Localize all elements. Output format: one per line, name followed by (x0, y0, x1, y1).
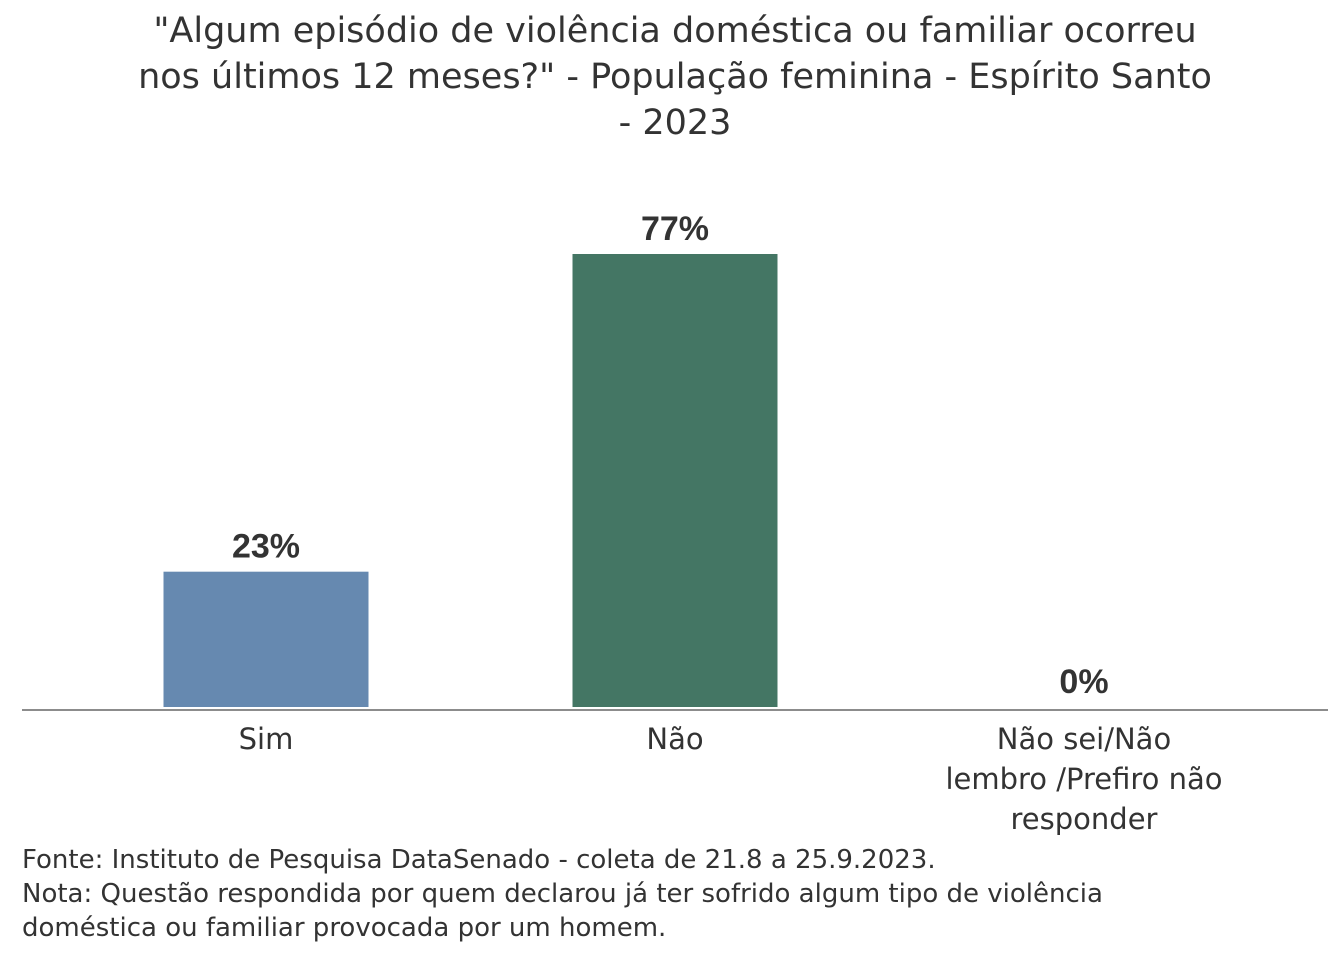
x-tick-label: responder (1011, 802, 1158, 836)
bar-1 (572, 254, 778, 707)
chart-footer: Fonte: Instituto de Pesquisa DataSenado … (22, 843, 1103, 945)
chart-title-line: - 2023 (618, 103, 732, 143)
bar-0 (163, 571, 369, 707)
x-tick-label: lembro /Prefiro não (945, 762, 1222, 796)
data-label: 77% (641, 210, 709, 248)
data-label: 23% (232, 528, 300, 566)
chart-title-line: "Algum episódio de violência doméstica o… (153, 11, 1197, 51)
footnote: Nota: Questão respondida por quem declar… (22, 879, 1103, 909)
x-tick-label: Sim (239, 722, 294, 756)
footnote: doméstica ou familiar provocada por um h… (22, 913, 667, 943)
bar-chart: 23% Sim 77% Não 0% Não sei/Não lembro /Prefiro… (22, 210, 1328, 836)
chart-title-line: nos últimos 12 meses?" - População femin… (138, 57, 1212, 97)
data-label: 0% (1059, 663, 1108, 701)
x-tick-label: Não (646, 722, 703, 756)
source-note: Fonte: Instituto de Pesquisa DataSenado … (22, 845, 936, 875)
x-tick-label: Não sei/Não (997, 722, 1171, 756)
chart-title: "Algum episódio de violência doméstica o… (100, 8, 1250, 146)
